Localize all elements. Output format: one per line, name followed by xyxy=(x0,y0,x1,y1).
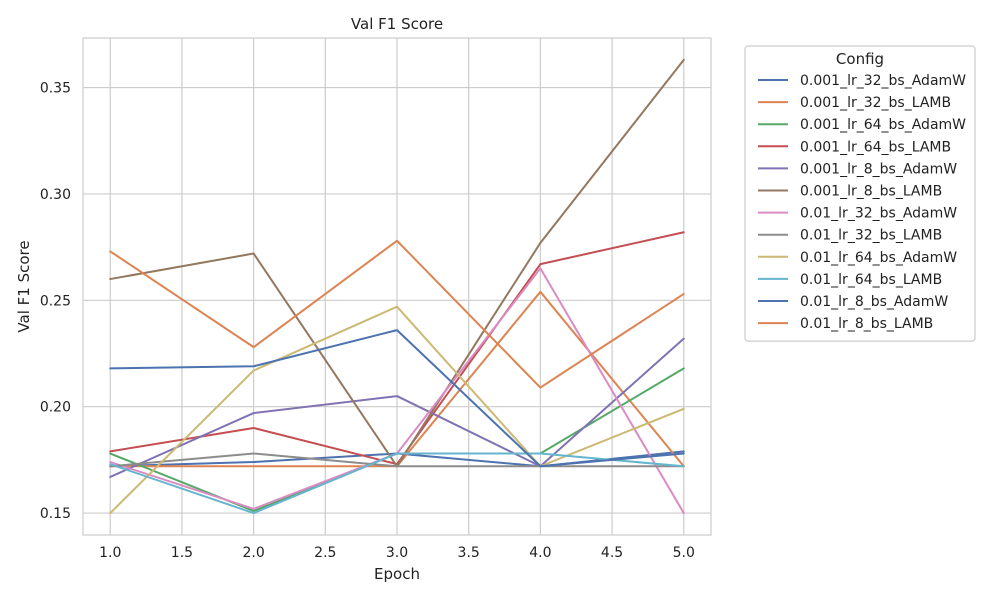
legend-entry: 0.01_lr_8_bs_AdamW xyxy=(758,294,948,310)
x-tick-label: 3.0 xyxy=(386,545,408,561)
legend-entry: 0.01_lr_32_bs_AdamW xyxy=(758,206,957,222)
x-tick-label: 3.5 xyxy=(458,545,480,561)
x-tick-label: 4.5 xyxy=(601,545,623,561)
legend-label: 0.001_lr_32_bs_AdamW xyxy=(800,73,966,89)
legend-items: 0.001_lr_32_bs_AdamW 0.001_lr_32_bs_LAMB 0… xyxy=(758,73,966,332)
legend-label: 0.001_lr_8_bs_LAMB xyxy=(800,184,942,200)
legend-entry: 0.001_lr_64_bs_AdamW xyxy=(758,117,966,133)
x-tick-label: 4.0 xyxy=(529,545,551,561)
x-tick-label: 5.0 xyxy=(673,545,695,561)
legend-label: 0.01_lr_64_bs_AdamW xyxy=(800,250,957,266)
series-line-4 xyxy=(109,337,685,478)
legend-label: 0.001_lr_64_bs_AdamW xyxy=(800,117,966,133)
grid xyxy=(83,38,711,535)
x-axis-ticks: 1.0 1.5 2.0 2.5 3.0 3.5 4.0 4.5 5.0 xyxy=(99,545,695,561)
legend-label: 0.01_lr_8_bs_AdamW xyxy=(800,294,948,310)
y-tick-label: 0.30 xyxy=(40,187,71,203)
legend-label: 0.001_lr_32_bs_LAMB xyxy=(800,95,951,111)
series-line-8 xyxy=(109,305,685,515)
legend-entry: 0.001_lr_32_bs_LAMB xyxy=(758,95,951,111)
legend-title: Config xyxy=(836,50,884,68)
y-axis-ticks: 0.15 0.20 0.25 0.30 0.35 xyxy=(40,81,71,523)
y-axis-label: Val F1 Score xyxy=(15,240,33,332)
series-line-10 xyxy=(109,329,685,468)
y-tick-label: 0.25 xyxy=(40,293,71,309)
legend-entry: 0.001_lr_8_bs_AdamW xyxy=(758,161,957,177)
legend-entry: 0.001_lr_64_bs_LAMB xyxy=(758,139,951,155)
legend-label: 0.01_lr_8_bs_LAMB xyxy=(800,316,933,332)
legend-label: 0.01_lr_64_bs_LAMB xyxy=(800,272,942,288)
x-axis-label: Epoch xyxy=(374,565,420,583)
y-tick-label: 0.35 xyxy=(40,81,71,97)
legend-entry: 0.01_lr_64_bs_LAMB xyxy=(758,272,942,288)
y-tick-label: 0.20 xyxy=(40,400,71,416)
x-tick-label: 1.5 xyxy=(171,545,193,561)
legend-label: 0.001_lr_8_bs_AdamW xyxy=(800,161,957,177)
legend-box xyxy=(744,45,976,342)
legend-entry: 0.01_lr_8_bs_LAMB xyxy=(758,316,933,332)
legend-label: 0.01_lr_32_bs_LAMB xyxy=(800,228,942,244)
legend-entry: 0.01_lr_32_bs_LAMB xyxy=(758,228,942,244)
series-lines xyxy=(109,58,685,515)
series-line-9 xyxy=(109,452,685,515)
series-line-7 xyxy=(109,452,685,468)
series-line-3 xyxy=(109,231,685,466)
legend-entry: 0.001_lr_8_bs_LAMB xyxy=(758,184,942,200)
x-tick-label: 2.5 xyxy=(314,545,336,561)
legend: Config 0.001_lr_32_bs_AdamW0.001_lr_32_b… xyxy=(744,45,976,342)
plot-frame xyxy=(82,37,712,536)
chart-title: Val F1 Score xyxy=(351,15,443,33)
legend-entry: 0.01_lr_64_bs_AdamW xyxy=(758,250,957,266)
legend-entry: 0.001_lr_32_bs_AdamW xyxy=(758,73,966,89)
x-tick-label: 1.0 xyxy=(99,545,121,561)
legend-label: 0.001_lr_64_bs_LAMB xyxy=(800,139,951,155)
series-line-11 xyxy=(109,239,685,389)
y-tick-label: 0.15 xyxy=(40,506,71,522)
x-tick-label: 2.0 xyxy=(242,545,264,561)
legend-label: 0.01_lr_32_bs_AdamW xyxy=(800,206,957,222)
